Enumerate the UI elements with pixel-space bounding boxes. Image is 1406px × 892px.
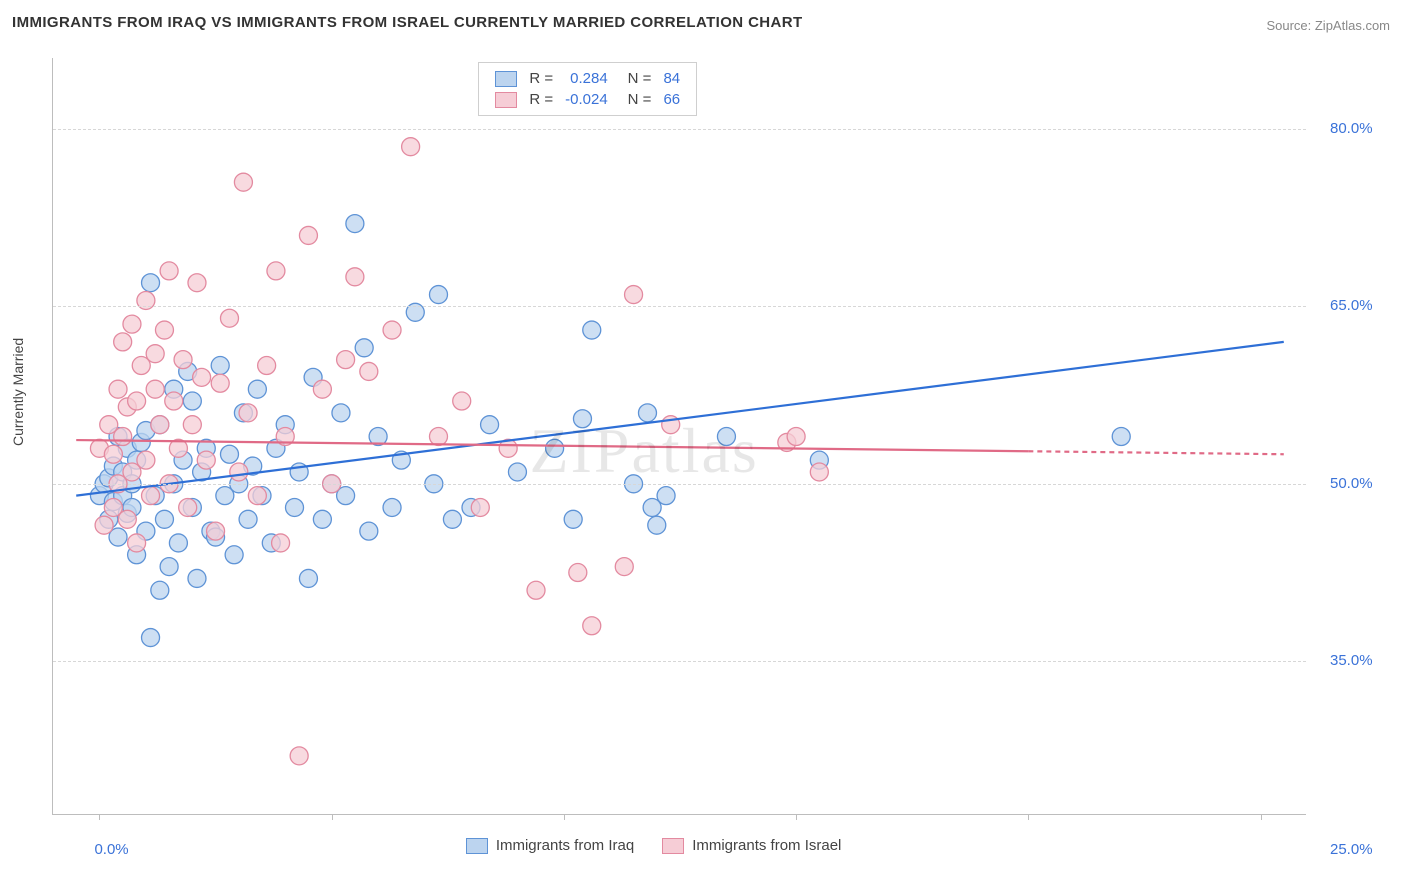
plot-area: ZIPatlas (52, 58, 1306, 815)
y-axis-label: Currently Married (10, 338, 26, 446)
legend-bottom-item: Immigrants from Iraq (466, 837, 634, 854)
y-tick-label: 65.0% (1330, 297, 1373, 314)
legend-swatch (495, 71, 517, 87)
legend-series-label: Immigrants from Israel (692, 837, 841, 854)
chart-title: IMMIGRANTS FROM IRAQ VS IMMIGRANTS FROM … (12, 14, 803, 31)
y-tick-label: 80.0% (1330, 120, 1373, 137)
legend-top-row: R =0.284N =84 (489, 68, 686, 89)
legend-r-label: R = (523, 89, 559, 110)
legend-r-value: -0.024 (559, 89, 614, 110)
x-right-label: 25.0% (1330, 841, 1373, 858)
legend-swatch (495, 92, 517, 108)
legend-n-value: 66 (657, 89, 686, 110)
y-tick-label: 50.0% (1330, 475, 1373, 492)
legend-bottom-item: Immigrants from Israel (662, 837, 841, 854)
chart-svg (53, 58, 1306, 814)
legend-n-label: N = (614, 68, 658, 89)
legend-r-label: R = (523, 68, 559, 89)
x-left-label: 0.0% (94, 841, 128, 858)
legend-swatch (466, 838, 488, 854)
y-tick-label: 35.0% (1330, 652, 1373, 669)
legend-bottom: Immigrants from Iraq Immigrants from Isra… (466, 837, 842, 854)
legend-r-value: 0.284 (559, 68, 614, 89)
source-label: Source: ZipAtlas.com (1266, 18, 1390, 33)
legend-top: R =0.284N =84R =-0.024N =66 (478, 62, 697, 116)
legend-series-label: Immigrants from Iraq (496, 837, 634, 854)
legend-swatch (662, 838, 684, 854)
legend-n-value: 84 (657, 68, 686, 89)
legend-n-label: N = (614, 89, 658, 110)
legend-top-row: R =-0.024N =66 (489, 89, 686, 110)
